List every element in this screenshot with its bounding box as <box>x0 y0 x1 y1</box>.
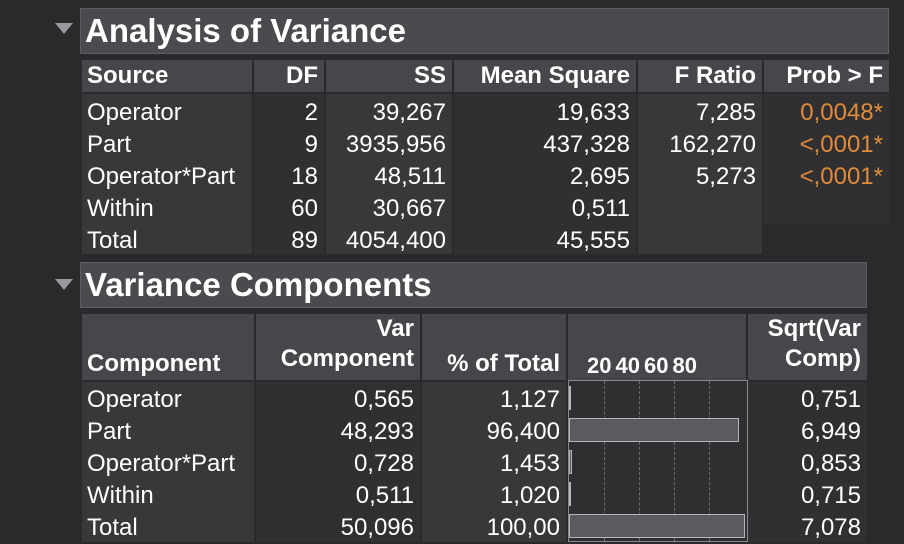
vc-header-component-cell[interactable]: Component <box>82 314 254 380</box>
anova-ss: 3935,956 <box>345 131 446 158</box>
vc-header-var-line1: Var <box>376 315 414 342</box>
vc-pct-total: 1,453 <box>499 450 560 477</box>
vc-component: Within <box>87 482 154 509</box>
axis-tick-label: 80 <box>672 353 697 378</box>
anova-source: Operator*Part <box>87 163 236 190</box>
anova-source: Within <box>87 195 154 222</box>
pct-total-bar <box>569 418 739 442</box>
axis-tick-label: 40 <box>615 353 640 378</box>
anova-ss: 30,667 <box>372 195 446 222</box>
pct-total-bar <box>569 514 745 538</box>
anova-f-ratio: 7,285 <box>695 99 756 126</box>
anova-df: 89 <box>291 227 318 254</box>
vc-header-sqrt-line2: Comp) <box>785 345 861 372</box>
anova-mean-square: 437,328 <box>543 131 630 158</box>
axis-tick-label: 20 <box>587 353 612 378</box>
anova-header-f-ratio[interactable]: F Ratio <box>638 60 762 92</box>
anova-header-prob-f[interactable]: Prob > F <box>764 60 889 92</box>
pct-total-bar <box>569 482 571 506</box>
anova-prob-f: <,0001* <box>799 163 883 190</box>
anova-prob-f: 0,0048* <box>800 99 883 126</box>
anova-mean-square: 0,511 <box>571 195 630 222</box>
vc-header-axis: 20 40 60 80 <box>568 314 746 380</box>
vc-header-var-line2: Component <box>280 345 414 372</box>
vc-sqrt-var-comp: 0,853 <box>800 450 861 477</box>
anova-df: 60 <box>291 195 318 222</box>
vc-header-var-component[interactable]: Var Component <box>256 314 420 380</box>
anova-source: Operator <box>87 99 182 126</box>
anova-mean-square: 19,633 <box>556 99 630 126</box>
vc-header-pct-total-cell[interactable]: % of Total <box>422 314 566 380</box>
anova-f-ratio: 162,270 <box>669 131 756 158</box>
anova-df: 18 <box>291 163 318 190</box>
variance-components-title: Variance Components <box>85 266 432 303</box>
vc-pct-total: 96,400 <box>486 418 560 445</box>
anova-header-source[interactable]: Source <box>82 60 252 92</box>
pct-total-bar <box>569 450 572 474</box>
anova-section-header[interactable]: Analysis of Variance <box>80 8 889 54</box>
disclosure-triangle-icon[interactable] <box>55 279 73 290</box>
anova-mean-square: 45,555 <box>556 227 630 254</box>
vc-header-pct-total: % of Total <box>447 350 560 377</box>
vc-pct-total: 1,020 <box>499 482 560 509</box>
disclosure-triangle-icon[interactable] <box>55 23 73 34</box>
vc-var-component: 0,565 <box>353 386 414 413</box>
vc-sqrt-var-comp: 7,078 <box>800 514 861 541</box>
vc-var-component: 48,293 <box>340 418 414 445</box>
anova-title: Analysis of Variance <box>85 12 406 49</box>
vc-sqrt-var-comp: 6,949 <box>800 418 861 445</box>
anova-header-mean-square[interactable]: Mean Square <box>454 60 636 92</box>
axis-tick-label: 60 <box>643 353 669 378</box>
vc-component: Operator <box>87 386 182 413</box>
vc-header-sqrt-var-comp[interactable]: Sqrt(Var Comp) <box>748 314 867 380</box>
gridline <box>674 381 675 541</box>
anova-df: 2 <box>304 99 318 126</box>
pct-total-bar <box>569 386 571 410</box>
pct-total-bar-chart <box>568 380 748 542</box>
vc-component: Total <box>87 514 138 541</box>
anova-df: 9 <box>304 131 318 158</box>
vc-sqrt-var-comp: 0,715 <box>800 482 861 509</box>
vc-var-component: 0,728 <box>353 450 414 477</box>
anova-f-ratio: 5,273 <box>695 163 756 190</box>
anova-ss: 39,267 <box>372 99 446 126</box>
gridline <box>709 381 710 541</box>
vc-var-component: 0,511 <box>355 482 414 509</box>
vc-var-component: 50,096 <box>340 514 414 541</box>
vc-pct-total: 100,00 <box>486 514 560 541</box>
vc-component: Operator*Part <box>87 450 236 477</box>
anova-ss: 4054,400 <box>345 227 446 254</box>
variance-components-section-header[interactable]: Variance Components <box>80 262 867 308</box>
anova-source: Total <box>87 227 138 254</box>
anova-prob-f: <,0001* <box>799 131 883 158</box>
gridline <box>639 381 640 541</box>
vc-component: Part <box>87 418 132 445</box>
gridline <box>604 381 605 541</box>
vc-sqrt-var-comp: 0,751 <box>800 386 861 413</box>
vc-pct-total: 1,127 <box>499 386 560 413</box>
anova-header-ss[interactable]: SS <box>326 60 452 92</box>
vc-header-component: Component <box>87 350 221 377</box>
anova-mean-square: 2,695 <box>569 163 630 190</box>
anova-source: Part <box>87 131 132 158</box>
anova-header-df[interactable]: DF <box>254 60 324 92</box>
anova-ss: 48,511 <box>374 163 446 190</box>
vc-header-sqrt-line1: Sqrt(Var <box>767 315 861 342</box>
